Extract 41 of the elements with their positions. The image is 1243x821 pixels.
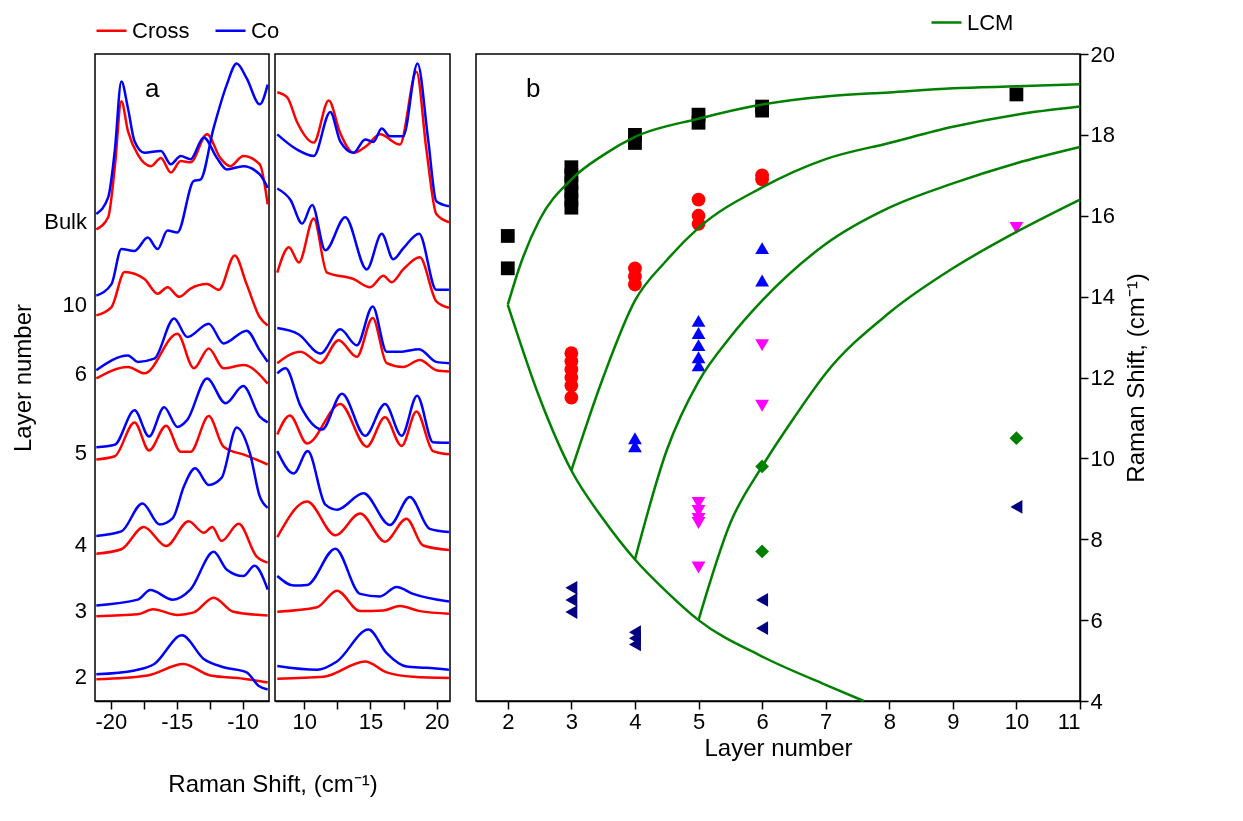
- text: 2: [74, 663, 87, 689]
- annotation: a: [145, 73, 160, 103]
- annotation: b: [526, 73, 541, 103]
- y-axis-title: Raman Shift, (cm⁻¹): [1121, 273, 1149, 483]
- y-tick-label: 10: [1090, 445, 1115, 471]
- x-tick-label: 11: [1057, 708, 1081, 734]
- x-axis-title: Raman Shift, (cm⁻¹): [168, 769, 378, 797]
- x-tick-label: 2: [502, 708, 515, 734]
- y-tick-label: 14: [1090, 284, 1115, 310]
- y-tick-label: 12: [1090, 365, 1115, 390]
- text: 6: [74, 361, 87, 387]
- y-tick-label: 18: [1090, 122, 1115, 148]
- x-tick-label: 4: [629, 708, 642, 734]
- y-axis-title: Layer number: [8, 303, 36, 453]
- text: 10: [62, 292, 87, 318]
- legend-label: LCM: [967, 9, 1014, 35]
- x-tick-label: 10: [1004, 708, 1030, 734]
- x-axis-title: Layer number: [704, 733, 853, 761]
- x-tick-label: 15: [358, 708, 384, 734]
- x-tick-label: -10: [227, 708, 260, 734]
- text: 4: [74, 531, 87, 557]
- x-tick-label: 8: [883, 708, 896, 734]
- x-tick-label: 9: [947, 708, 960, 734]
- text: Bulk: [44, 208, 88, 234]
- y-tick-label: 16: [1090, 203, 1115, 229]
- x-tick-label: 5: [692, 708, 706, 734]
- y-tick-label: 8: [1090, 526, 1103, 552]
- x-tick-label: 7: [820, 708, 833, 734]
- text: 5: [74, 440, 87, 466]
- legend-label: Cross: [132, 17, 190, 43]
- x-tick-label: 20: [425, 708, 450, 734]
- x-tick-label: -20: [95, 708, 128, 734]
- text: 3: [74, 597, 87, 623]
- y-tick-label: 4: [1090, 688, 1103, 714]
- x-tick-label: 6: [756, 708, 769, 734]
- y-tick-label: 20: [1090, 41, 1115, 67]
- legend-label: Co: [251, 17, 280, 43]
- x-tick-label: 10: [292, 708, 317, 734]
- x-tick-label: 3: [565, 708, 578, 734]
- y-tick-label: 6: [1090, 607, 1103, 633]
- x-tick-label: -15: [161, 708, 194, 734]
